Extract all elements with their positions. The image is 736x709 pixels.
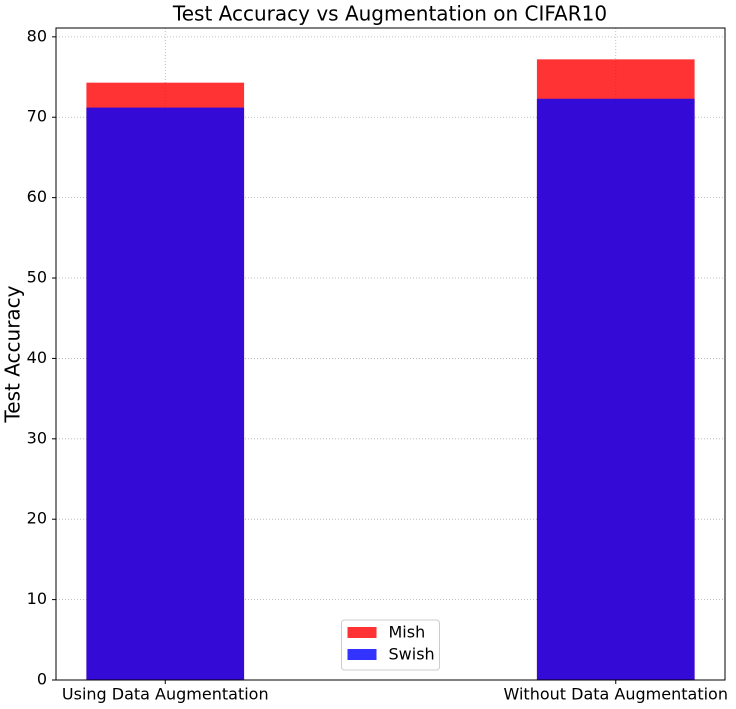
legend-swatch — [347, 627, 377, 638]
bar-layer — [86, 59, 695, 681]
y-tick-label: 60 — [27, 187, 47, 206]
bar — [536, 98, 695, 681]
y-tick-label: 20 — [27, 509, 47, 528]
top-layer: 0 10 20 30 40 50 60 70 80 Using Data Augmentation… — [27, 26, 728, 703]
x-tick-label: Using Data Augmentation — [62, 685, 269, 704]
legend-swatch — [347, 649, 377, 660]
legend-label: Swish — [389, 645, 435, 664]
y-tick-label: 0 — [37, 670, 47, 689]
y-tick-label: 50 — [27, 268, 47, 287]
y-tick-label: 10 — [27, 589, 47, 608]
bar — [86, 107, 245, 680]
x-tick-label: Without Data Augmentation — [504, 685, 728, 704]
plot-frame — [55, 27, 726, 681]
y-tick-label: 70 — [27, 107, 47, 126]
y-tick-label: 30 — [27, 428, 47, 447]
legend-label: Mish — [389, 623, 426, 642]
y-tick-label: 40 — [27, 348, 47, 367]
chart-title: Test Accuracy vs Augmentation on CIFAR10 — [172, 2, 607, 26]
y-axis-label: Test Accuracy — [1, 285, 25, 423]
y-tick-label: 80 — [27, 26, 47, 45]
